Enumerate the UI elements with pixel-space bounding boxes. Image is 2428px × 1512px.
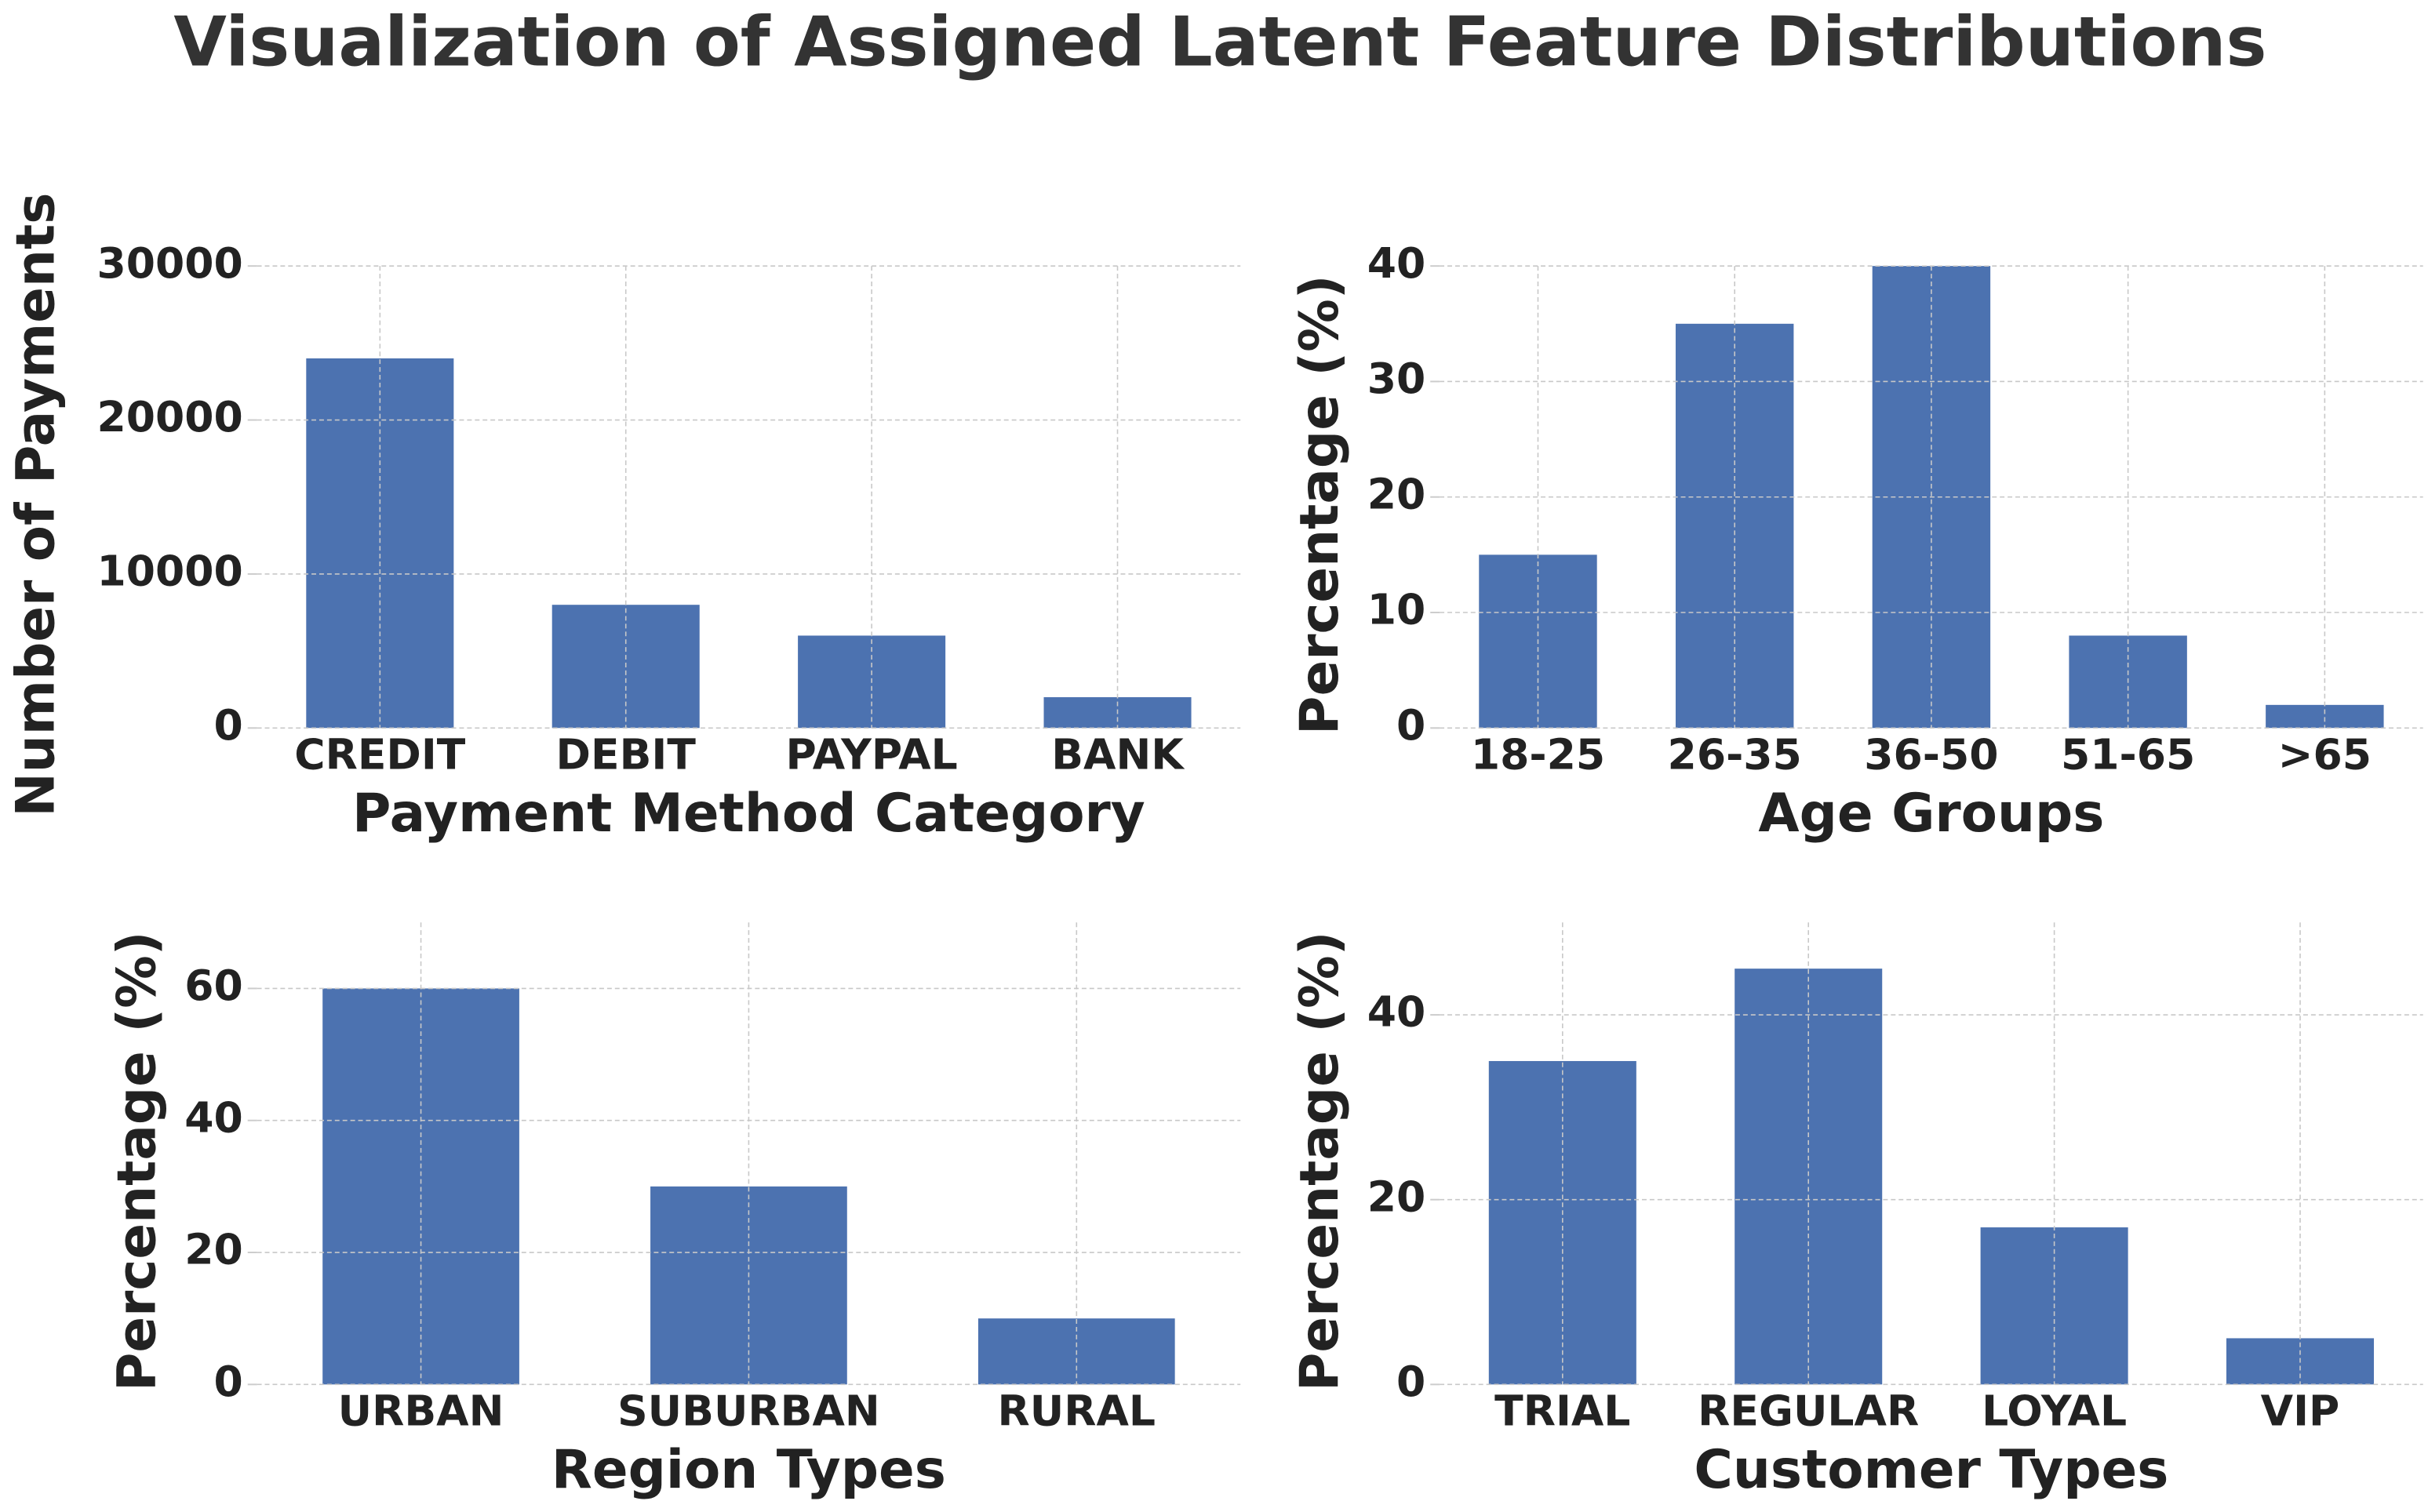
y-tick-label: 20	[1367, 469, 1426, 518]
x-tick-label: BANK	[1051, 730, 1185, 780]
bar	[322, 988, 519, 1385]
x-tick-label: 51-65	[2061, 730, 2195, 780]
x-tick-label: CREDIT	[294, 730, 465, 780]
x-tick-label: LOYAL	[1982, 1387, 2127, 1436]
y-axis-label: Percentage (%)	[1288, 274, 1350, 735]
y-tick-label: 0	[1396, 1357, 1425, 1406]
x-tick-label: RURAL	[998, 1387, 1156, 1436]
y-tick-label: 0	[214, 1357, 243, 1406]
y-tick-label: 40	[1367, 987, 1426, 1037]
x-tick-label: PAYPAL	[785, 730, 957, 780]
x-tick-label: 26-35	[1668, 730, 1802, 780]
y-tick-label: 10000	[96, 547, 242, 596]
y-tick-label: 20	[1367, 1172, 1426, 1221]
x-axis-label: Customer Types	[1694, 1438, 2168, 1500]
x-tick-label: URBAN	[338, 1387, 504, 1436]
y-axis-label: Percentage (%)	[105, 931, 167, 1391]
x-axis-label: Payment Method Category	[352, 782, 1145, 844]
x-axis-label: Region Types	[551, 1438, 946, 1500]
y-tick-label: 20	[184, 1225, 243, 1274]
x-tick-label: TRIAL	[1494, 1387, 1630, 1436]
y-tick-label: 10	[1367, 585, 1426, 634]
y-tick-label: 60	[184, 961, 243, 1010]
y-tick-label: 40	[1367, 238, 1426, 288]
y-axis-label: Percentage (%)	[1288, 931, 1350, 1391]
x-tick-label: >65	[2278, 730, 2372, 780]
y-axis-label: Number of Payments	[4, 193, 66, 817]
x-tick-label: DEBIT	[556, 730, 697, 780]
figure-title: Visualization of Assigned Latent Feature…	[173, 2, 2266, 82]
x-tick-label: VIP	[2261, 1387, 2340, 1436]
x-tick-label: 18-25	[1471, 730, 1605, 780]
y-tick-label: 0	[1396, 700, 1425, 750]
x-tick-label: SUBURBAN	[617, 1387, 880, 1436]
x-axis-label: Age Groups	[1758, 782, 2104, 844]
x-tick-label: 36-50	[1864, 730, 1998, 780]
y-tick-label: 30	[1367, 354, 1426, 403]
y-tick-label: 40	[184, 1092, 243, 1142]
y-tick-label: 0	[214, 700, 243, 750]
y-tick-label: 30000	[96, 238, 242, 288]
x-tick-label: REGULAR	[1698, 1387, 1919, 1436]
y-tick-label: 20000	[96, 392, 242, 442]
bar	[2266, 704, 2384, 729]
